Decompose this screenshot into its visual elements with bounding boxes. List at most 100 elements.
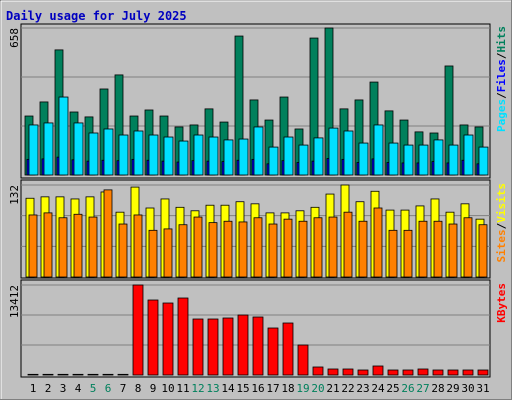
x-tick-label: 5 (90, 382, 97, 395)
bar (163, 136, 174, 176)
bar (373, 124, 384, 176)
bar (208, 136, 219, 176)
bar (72, 373, 84, 376)
bar (463, 217, 473, 278)
bar (447, 369, 459, 376)
bar (358, 142, 369, 176)
x-tick-label: 13 (206, 382, 219, 395)
bar (147, 299, 159, 376)
x-tick-label: 1 (30, 382, 37, 395)
x-tick-label: 19 (296, 382, 309, 395)
x-tick-label: 16 (251, 382, 264, 395)
bar (87, 373, 99, 376)
x-tick-label: 21 (326, 382, 339, 395)
x-tick-label: 9 (150, 382, 157, 395)
x-tick-label: 2 (45, 382, 52, 395)
bar (267, 327, 279, 376)
legend: Sites/Visits (495, 183, 508, 263)
legend-entry: Hits (495, 26, 508, 53)
bar (478, 224, 488, 278)
bar (387, 369, 399, 376)
x-tick-label: 4 (75, 382, 82, 395)
bar (298, 220, 308, 278)
bar (193, 134, 204, 176)
bar (342, 368, 354, 376)
bar (42, 373, 54, 376)
bar (313, 217, 323, 278)
bar (328, 127, 339, 176)
bar (117, 373, 129, 376)
bar (58, 96, 69, 176)
bar (223, 139, 234, 176)
bar (238, 138, 249, 176)
bar (132, 284, 144, 376)
bar (328, 216, 338, 278)
x-tick-label: 15 (236, 382, 249, 395)
bar (73, 213, 83, 278)
bar (118, 134, 129, 176)
bar (388, 229, 398, 278)
x-tick-label: 28 (431, 382, 444, 395)
bar (283, 136, 294, 176)
bar (148, 229, 158, 278)
bar (448, 223, 458, 278)
bar (312, 366, 324, 376)
x-tick-label: 7 (120, 382, 127, 395)
x-tick-label: 25 (386, 382, 399, 395)
bar (237, 314, 249, 376)
x-tick-label: 22 (341, 382, 354, 395)
bar (103, 128, 114, 176)
bar (222, 317, 234, 376)
bar (268, 223, 278, 278)
x-tick-label: 31 (476, 382, 489, 395)
bar (73, 122, 84, 176)
bar (88, 132, 99, 176)
bar (102, 373, 114, 376)
bar (208, 222, 218, 278)
bar (462, 369, 474, 376)
bar (192, 318, 204, 376)
bar (432, 369, 444, 376)
bar (133, 130, 144, 176)
x-tick-label: 17 (266, 382, 279, 395)
y-tick-label: 13412 (8, 285, 21, 318)
x-tick-label: 23 (356, 382, 369, 395)
bar (118, 223, 128, 278)
y-tick-label: 658 (8, 28, 21, 48)
bar (268, 146, 279, 176)
x-tick-label: 8 (135, 382, 142, 395)
bar (313, 137, 324, 176)
legend-separator: / (495, 92, 508, 99)
legend-entry: Pages (495, 99, 508, 132)
bar (343, 130, 354, 176)
bar (297, 344, 309, 376)
bar (162, 302, 174, 376)
x-tick-label: 27 (416, 382, 429, 395)
bar (193, 216, 203, 278)
bar (253, 126, 264, 176)
bar (133, 214, 143, 278)
bar (28, 124, 39, 176)
legend-entry: KBytes (495, 283, 508, 323)
y-tick-label: 132 (8, 185, 21, 205)
chart-title: Daily usage for July 2025 (6, 9, 187, 23)
x-tick-label: 11 (176, 382, 189, 395)
bar (223, 220, 233, 278)
x-tick-label: 6 (105, 382, 112, 395)
bar (178, 140, 189, 176)
bar (357, 369, 369, 376)
bar (477, 369, 489, 376)
bar (43, 122, 54, 176)
bar (207, 318, 219, 376)
bar (103, 189, 113, 278)
legend-separator: / (495, 52, 508, 59)
bar (177, 297, 189, 376)
bar (27, 373, 39, 376)
bar (417, 368, 429, 376)
bar (298, 144, 309, 176)
bar (463, 134, 474, 176)
bar (88, 216, 98, 278)
bar (388, 142, 399, 176)
x-tick-label: 14 (221, 382, 235, 395)
